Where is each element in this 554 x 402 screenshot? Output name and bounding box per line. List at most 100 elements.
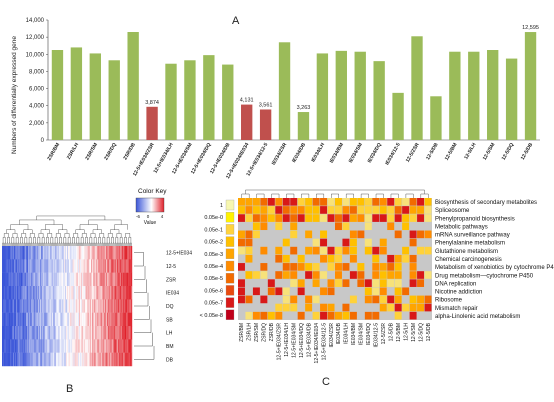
- heatmap-cell: [312, 230, 320, 239]
- heatmap-cell: [123, 246, 125, 260]
- heatmap-cell: [101, 339, 103, 353]
- heatmap-cell: [124, 352, 126, 367]
- heatmap-cell: [3, 272, 5, 287]
- bar: [127, 32, 139, 140]
- heatmap-cell: [97, 246, 99, 260]
- heatmap-cell: [2, 286, 4, 300]
- heatmap-cell: [2, 312, 5, 327]
- heatmap-cell: [69, 352, 71, 367]
- heatmap-cell: [312, 246, 320, 255]
- heatmap-cell: [50, 352, 52, 367]
- heatmap-cell: [394, 263, 402, 271]
- heatmap-cell: [86, 352, 88, 367]
- heatmap-cell: [23, 286, 25, 300]
- heatmap-cell: [60, 259, 62, 273]
- heatmap-cell: [282, 198, 290, 206]
- bar-value-label: 4,131: [240, 98, 254, 104]
- heatmap-cell: [64, 246, 66, 260]
- heatmap-cell: [56, 339, 58, 353]
- heatmap-cell: [91, 286, 93, 300]
- heatmap-cell: [102, 352, 104, 367]
- heatmap-cell: [327, 238, 335, 247]
- heatmap-cell: [26, 246, 28, 260]
- color-key-axis-label: Value: [144, 220, 157, 226]
- heatmap-cell: [118, 286, 120, 300]
- heatmap-cell: [100, 299, 102, 313]
- heatmap-cell: [92, 352, 94, 367]
- heatmap-cell: [28, 246, 31, 260]
- heatmap-cell: [56, 259, 58, 273]
- heatmap-cell: [282, 254, 290, 263]
- heatmap-cell: [55, 272, 57, 287]
- heatmap-cell: [125, 272, 127, 287]
- heatmap-cell: [61, 299, 63, 313]
- heatmap-cell: [127, 259, 129, 273]
- heatmap-cell: [39, 312, 41, 327]
- heatmap-cell: [106, 339, 108, 353]
- heatmap-cell: [119, 312, 121, 327]
- heatmap-cell: [39, 286, 41, 300]
- heatmap-cell: [85, 352, 87, 367]
- heatmap-cell: [80, 272, 82, 287]
- heatmap-cell: [46, 286, 48, 300]
- heatmap-cell: [424, 246, 432, 255]
- heatmap-cell: [44, 299, 46, 313]
- heatmap-cell: [252, 222, 260, 231]
- heatmap-cell: [75, 339, 77, 353]
- heatmap-cell: [125, 286, 127, 300]
- heatmap-cell: [87, 312, 89, 327]
- heatmap-cell: [128, 326, 130, 340]
- heatmap-cell: [85, 299, 87, 313]
- heatmap-cell: [267, 311, 275, 320]
- heatmap-cell: [4, 272, 6, 287]
- heatmap-cell: [97, 339, 99, 353]
- heatmap-cell: [38, 259, 40, 273]
- pathway-label: Spliceosome: [435, 208, 470, 214]
- heatmap-cell: [23, 299, 25, 313]
- heatmap-row-label: SB: [166, 317, 173, 323]
- heatmap-cell: [2, 339, 5, 353]
- heatmap-cell: [424, 254, 432, 263]
- heatmap-cell: [125, 312, 127, 327]
- heatmap-cell: [22, 246, 24, 260]
- heatmap-cell: [267, 254, 275, 263]
- heatmap-cell: [88, 272, 90, 287]
- heatmap-c: 10.05e-00.05e-10.05e-20.05e-30.05e-40.05…: [200, 189, 554, 363]
- heatmap-cell: [126, 299, 128, 313]
- color-key-title: Color Key: [138, 188, 167, 195]
- pathway-label: Phenylpropanoid biosynthesis: [435, 216, 515, 222]
- heatmap-cell: [387, 214, 395, 222]
- heatmap-cell: [417, 206, 425, 214]
- heatmap-cell: [31, 246, 33, 260]
- heatmap-cell: [113, 246, 115, 260]
- heatmap-cell: [43, 272, 45, 287]
- heatmap-cell: [111, 286, 113, 300]
- heatmap-cell: [75, 246, 77, 260]
- heatmap-cell: [15, 272, 18, 287]
- heatmap-cell: [76, 272, 78, 287]
- bar: [184, 60, 196, 140]
- heatmap-cell: [114, 286, 116, 300]
- heatmap-cell: [115, 259, 117, 273]
- heatmap-cell: [82, 312, 84, 327]
- x-tick-label: 12-5/BM: [444, 142, 459, 162]
- heatmap-cell: [8, 326, 10, 340]
- bar: [411, 36, 423, 140]
- heatmap-cell: [97, 299, 99, 313]
- heatmap-cell: [47, 272, 49, 287]
- heatmap-cell: [3, 246, 5, 260]
- heatmap-cell: [78, 299, 80, 313]
- heatmap-cell: [335, 206, 342, 214]
- heatmap-cell: [56, 286, 58, 300]
- heatmap-cell: [238, 287, 245, 296]
- heatmap-cell: [79, 259, 81, 273]
- heatmap-cell: [106, 326, 108, 340]
- heatmap-cell: [297, 287, 305, 296]
- heatmap-cell: [424, 238, 432, 247]
- heatmap-cell: [10, 326, 12, 340]
- heatmap-cell: [305, 311, 313, 320]
- heatmap-cell: [110, 352, 112, 367]
- heatmap-cell: [12, 312, 14, 327]
- heatmap-cell: [15, 259, 18, 273]
- legend-label: 0.05e-0: [204, 215, 223, 221]
